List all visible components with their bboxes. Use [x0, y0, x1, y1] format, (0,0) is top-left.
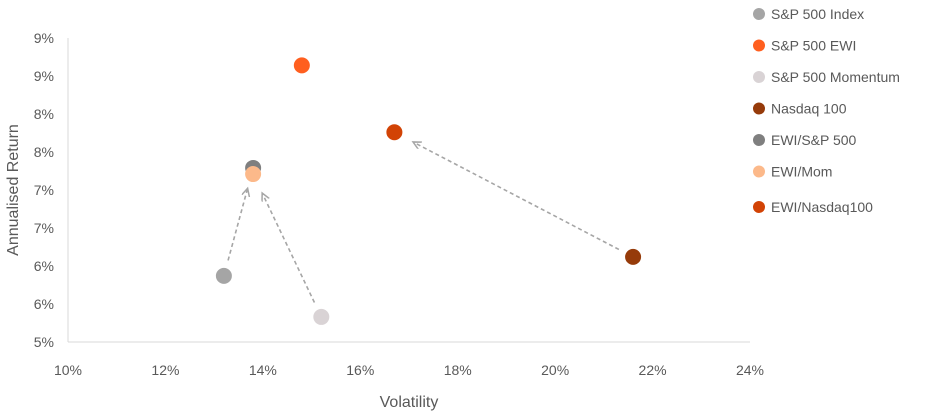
- x-tick-label: 12%: [151, 362, 179, 378]
- x-axis-title: Volatility: [380, 394, 439, 411]
- legend-label: EWI/Mom: [771, 164, 832, 180]
- legend-label: S&P 500 EWI: [771, 38, 856, 54]
- data-point: [215, 267, 232, 284]
- x-tick-label: 20%: [541, 362, 569, 378]
- legend-marker: [753, 201, 765, 213]
- y-tick-label: 6%: [34, 258, 54, 274]
- legend-marker: [753, 165, 765, 178]
- legend-label: Nasdaq 100: [771, 101, 847, 117]
- x-tick-label: 16%: [346, 362, 374, 378]
- legend-marker: [753, 71, 765, 83]
- data-points: [215, 57, 642, 325]
- x-tick-label: 24%: [736, 362, 764, 378]
- legend-label: EWI/S&P 500: [771, 132, 857, 148]
- data-point: [245, 166, 262, 183]
- data-point: [293, 57, 310, 74]
- x-tick-label: 22%: [639, 362, 667, 378]
- legend-label: S&P 500 Momentum: [771, 69, 900, 85]
- y-tick-label: 9%: [34, 68, 54, 84]
- legend-marker: [753, 102, 765, 115]
- legend: S&P 500 Index S&P 500 EWI S&P 500 Momentum…: [753, 6, 900, 215]
- y-tick-label: 7%: [34, 182, 54, 198]
- x-axis-ticks: 10% 12% 14% 16% 18% 20% 22% 24%: [54, 362, 764, 378]
- y-tick-label: 5%: [34, 334, 54, 350]
- y-tick-label: 8%: [34, 106, 54, 122]
- data-point: [386, 124, 403, 141]
- data-point: [625, 248, 642, 265]
- legend-marker: [753, 39, 765, 52]
- arrow: [414, 142, 620, 251]
- axes: [67, 38, 750, 343]
- y-axis-title: Annualised Return: [5, 124, 22, 256]
- x-tick-label: 14%: [249, 362, 277, 378]
- legend-label: S&P 500 Index: [771, 6, 864, 22]
- arrow: [263, 194, 316, 303]
- x-tick-label: 18%: [444, 362, 472, 378]
- data-point: [313, 308, 330, 325]
- y-axis-ticks: 5% 6% 6% 7% 7% 8% 8% 9% 9%: [34, 30, 54, 350]
- arrow: [227, 189, 247, 261]
- legend-label: EWI/Nasdaq100: [771, 199, 873, 215]
- y-tick-label: 8%: [34, 144, 54, 160]
- y-tick-label: 7%: [34, 220, 54, 236]
- y-tick-label: 6%: [34, 296, 54, 312]
- y-tick-label: 9%: [34, 30, 54, 46]
- legend-marker: [753, 134, 765, 146]
- movement-arrows: [227, 142, 620, 303]
- x-tick-label: 10%: [54, 362, 82, 378]
- legend-marker: [753, 8, 765, 20]
